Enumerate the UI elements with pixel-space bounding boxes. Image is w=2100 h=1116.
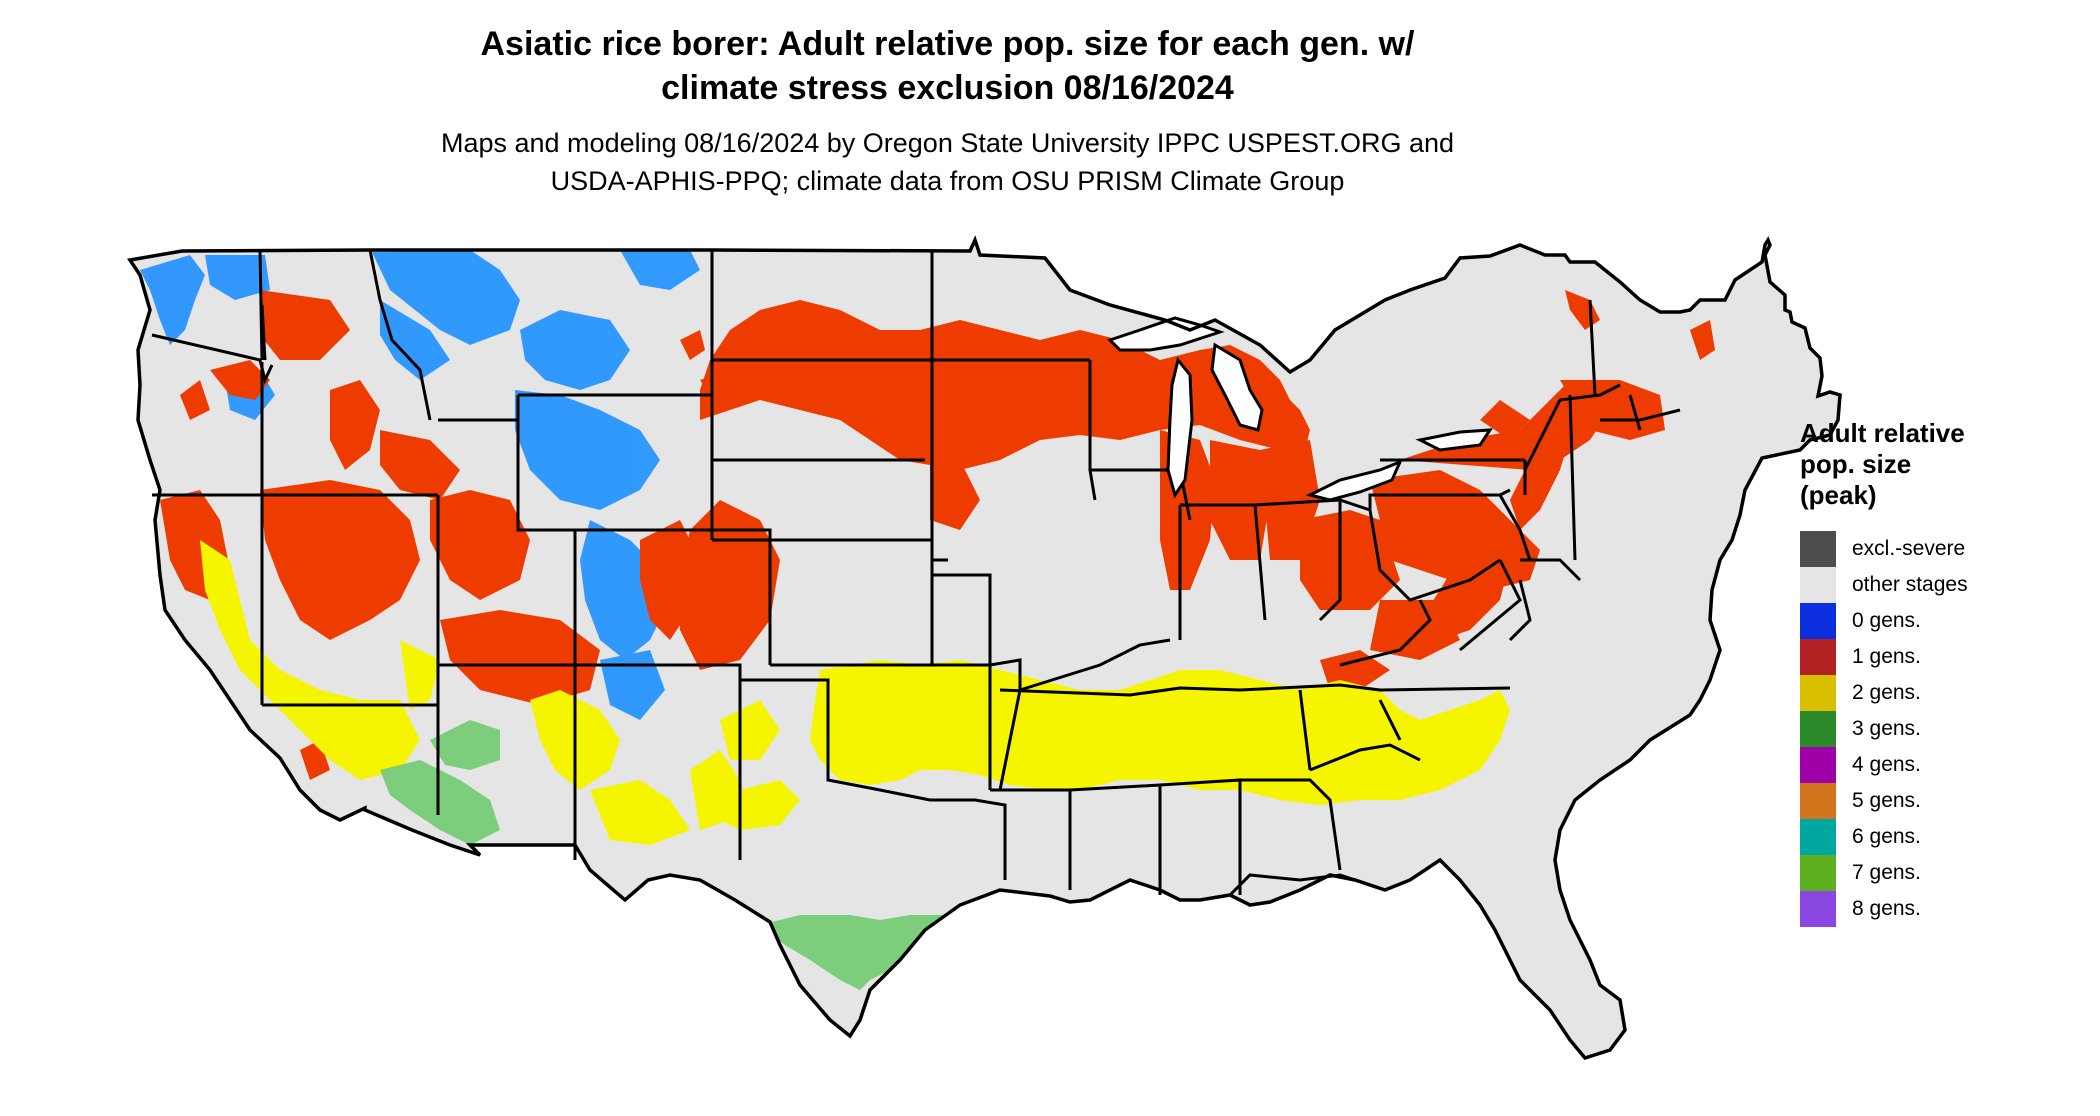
legend-title-line: (peak) — [1800, 480, 1877, 510]
map-title: Asiatic rice borer: Adult relative pop. … — [0, 22, 1895, 110]
legend-item: 8 gens. — [1800, 891, 2080, 927]
legend-item: 6 gens. — [1800, 819, 2080, 855]
legend-label: 4 gens. — [1852, 753, 1921, 776]
subtitle-line-1: Maps and modeling 08/16/2024 by Oregon S… — [440, 128, 1455, 158]
legend-swatch — [1800, 891, 1836, 927]
legend-label: 2 gens. — [1852, 681, 1921, 704]
legend-item: 7 gens. — [1800, 855, 2080, 891]
map-subtitle: Maps and modeling 08/16/2024 by Oregon S… — [0, 124, 1895, 200]
map-legend: Adult relative pop. size (peak) excl.-se… — [1800, 418, 2080, 927]
legend-label: 7 gens. — [1852, 861, 1921, 884]
legend-swatch — [1800, 639, 1836, 675]
legend-item: excl.-severe — [1800, 531, 2080, 567]
legend-swatch — [1800, 531, 1836, 567]
legend-label: 1 gens. — [1852, 645, 1921, 668]
legend-item: other stages — [1800, 567, 2080, 603]
legend-label: other stages — [1852, 573, 1968, 596]
legend-item: 4 gens. — [1800, 747, 2080, 783]
title-line-2: climate stress exclusion 08/16/2024 — [661, 69, 1234, 107]
legend-item: 3 gens. — [1800, 711, 2080, 747]
legend-swatch — [1800, 711, 1836, 747]
legend-title-line: pop. size — [1800, 449, 1912, 479]
region-4-gens-magenta — [1340, 1040, 1375, 1058]
legend-label: 5 gens. — [1852, 789, 1921, 812]
legend-swatch — [1800, 675, 1836, 711]
subtitle-line-2: USDA-APHIS-PPQ; climate data from OSU PR… — [550, 166, 1345, 196]
legend-item: 5 gens. — [1800, 783, 2080, 819]
legend-item: 1 gens. — [1800, 639, 2080, 675]
legend-label: excl.-severe — [1852, 537, 1966, 560]
legend-item: 0 gens. — [1800, 603, 2080, 639]
legend-label: 6 gens. — [1852, 825, 1921, 848]
legend-swatch — [1800, 603, 1836, 639]
title-line-1: Asiatic rice borer: Adult relative pop. … — [480, 25, 1415, 63]
legend-swatch — [1800, 747, 1836, 783]
legend-swatch — [1800, 783, 1836, 819]
legend-swatch — [1800, 567, 1836, 603]
legend-items: excl.-severe other stages 0 gens. 1 gens. 2 … — [1800, 531, 2080, 927]
legend-label: 8 gens. — [1852, 897, 1921, 920]
legend-title-line: Adult relative — [1800, 418, 1965, 448]
legend-title: Adult relative pop. size (peak) — [1800, 418, 2080, 511]
legend-label: 3 gens. — [1852, 717, 1921, 740]
state-borders — [151, 249, 1681, 897]
great-lakes — [1107, 316, 1493, 502]
legend-swatch — [1800, 855, 1836, 891]
legend-swatch — [1800, 819, 1836, 855]
legend-item: 2 gens. — [1800, 675, 2080, 711]
legend-label: 0 gens. — [1852, 609, 1921, 632]
